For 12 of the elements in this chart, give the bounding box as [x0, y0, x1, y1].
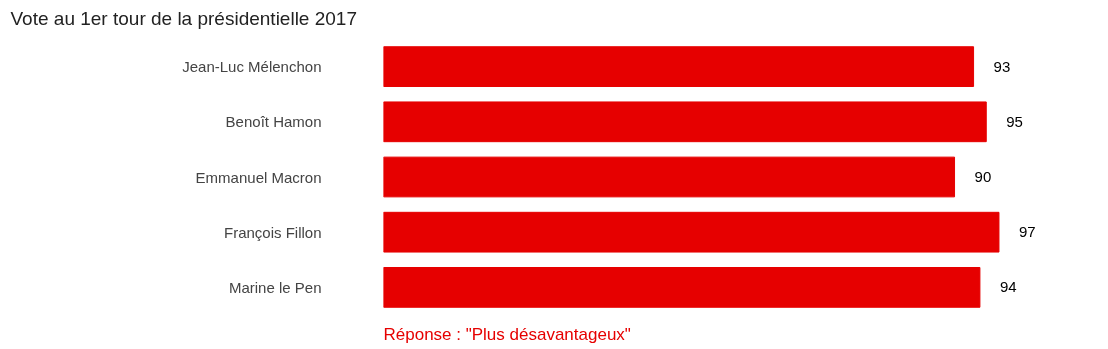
text: Vote au 1er tour de la présidentielle 2017	[10, 7, 357, 29]
data-label: 95	[1006, 112, 1023, 130]
data-label: 94	[999, 278, 1017, 296]
text: Réponse : "Plus désavantageux"	[383, 324, 631, 344]
y-tick-label: Jean-Luc Mélenchon	[182, 58, 322, 76]
y-tick-label: Benoît Hamon	[225, 113, 322, 131]
y-tick-label: Marine le Pen	[228, 278, 322, 296]
y-tick-label: François Fillon	[223, 223, 322, 241]
data-label: 90	[974, 168, 992, 185]
y-tick-label: Emmanuel Macron	[195, 168, 322, 186]
data-label: 97	[1018, 223, 1036, 241]
data-label: 93	[993, 57, 1011, 75]
